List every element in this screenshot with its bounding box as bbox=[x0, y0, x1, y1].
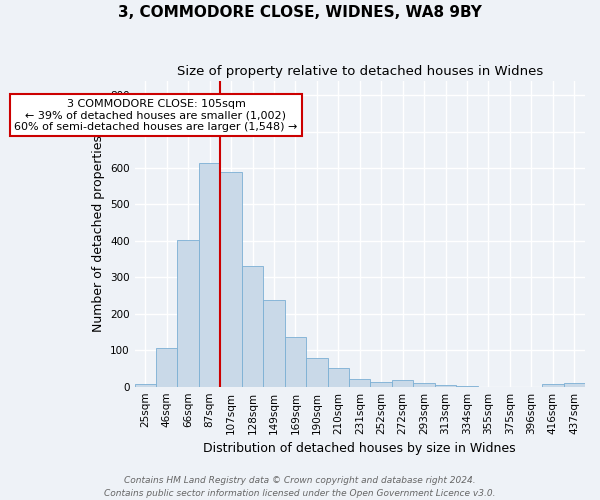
Bar bbox=[563, 383, 585, 386]
Bar bbox=[134, 384, 156, 386]
Text: 3, COMMODORE CLOSE, WIDNES, WA8 9BY: 3, COMMODORE CLOSE, WIDNES, WA8 9BY bbox=[118, 5, 482, 20]
X-axis label: Distribution of detached houses by size in Widnes: Distribution of detached houses by size … bbox=[203, 442, 516, 455]
Bar bbox=[220, 172, 242, 386]
Text: Contains HM Land Registry data © Crown copyright and database right 2024.
Contai: Contains HM Land Registry data © Crown c… bbox=[104, 476, 496, 498]
Bar bbox=[370, 382, 392, 386]
Bar bbox=[392, 380, 413, 386]
Bar bbox=[178, 240, 199, 386]
Text: 3 COMMODORE CLOSE: 105sqm
← 39% of detached houses are smaller (1,002)
60% of se: 3 COMMODORE CLOSE: 105sqm ← 39% of detac… bbox=[14, 99, 298, 132]
Y-axis label: Number of detached properties: Number of detached properties bbox=[92, 135, 104, 332]
Title: Size of property relative to detached houses in Widnes: Size of property relative to detached ho… bbox=[176, 65, 543, 78]
Bar bbox=[306, 358, 328, 386]
Bar bbox=[284, 338, 306, 386]
Bar bbox=[413, 384, 435, 386]
Bar bbox=[328, 368, 349, 386]
Bar bbox=[542, 384, 563, 386]
Bar bbox=[199, 163, 220, 386]
Bar bbox=[242, 266, 263, 386]
Bar bbox=[435, 385, 456, 386]
Bar bbox=[349, 378, 370, 386]
Bar bbox=[263, 300, 284, 386]
Bar bbox=[156, 348, 178, 387]
